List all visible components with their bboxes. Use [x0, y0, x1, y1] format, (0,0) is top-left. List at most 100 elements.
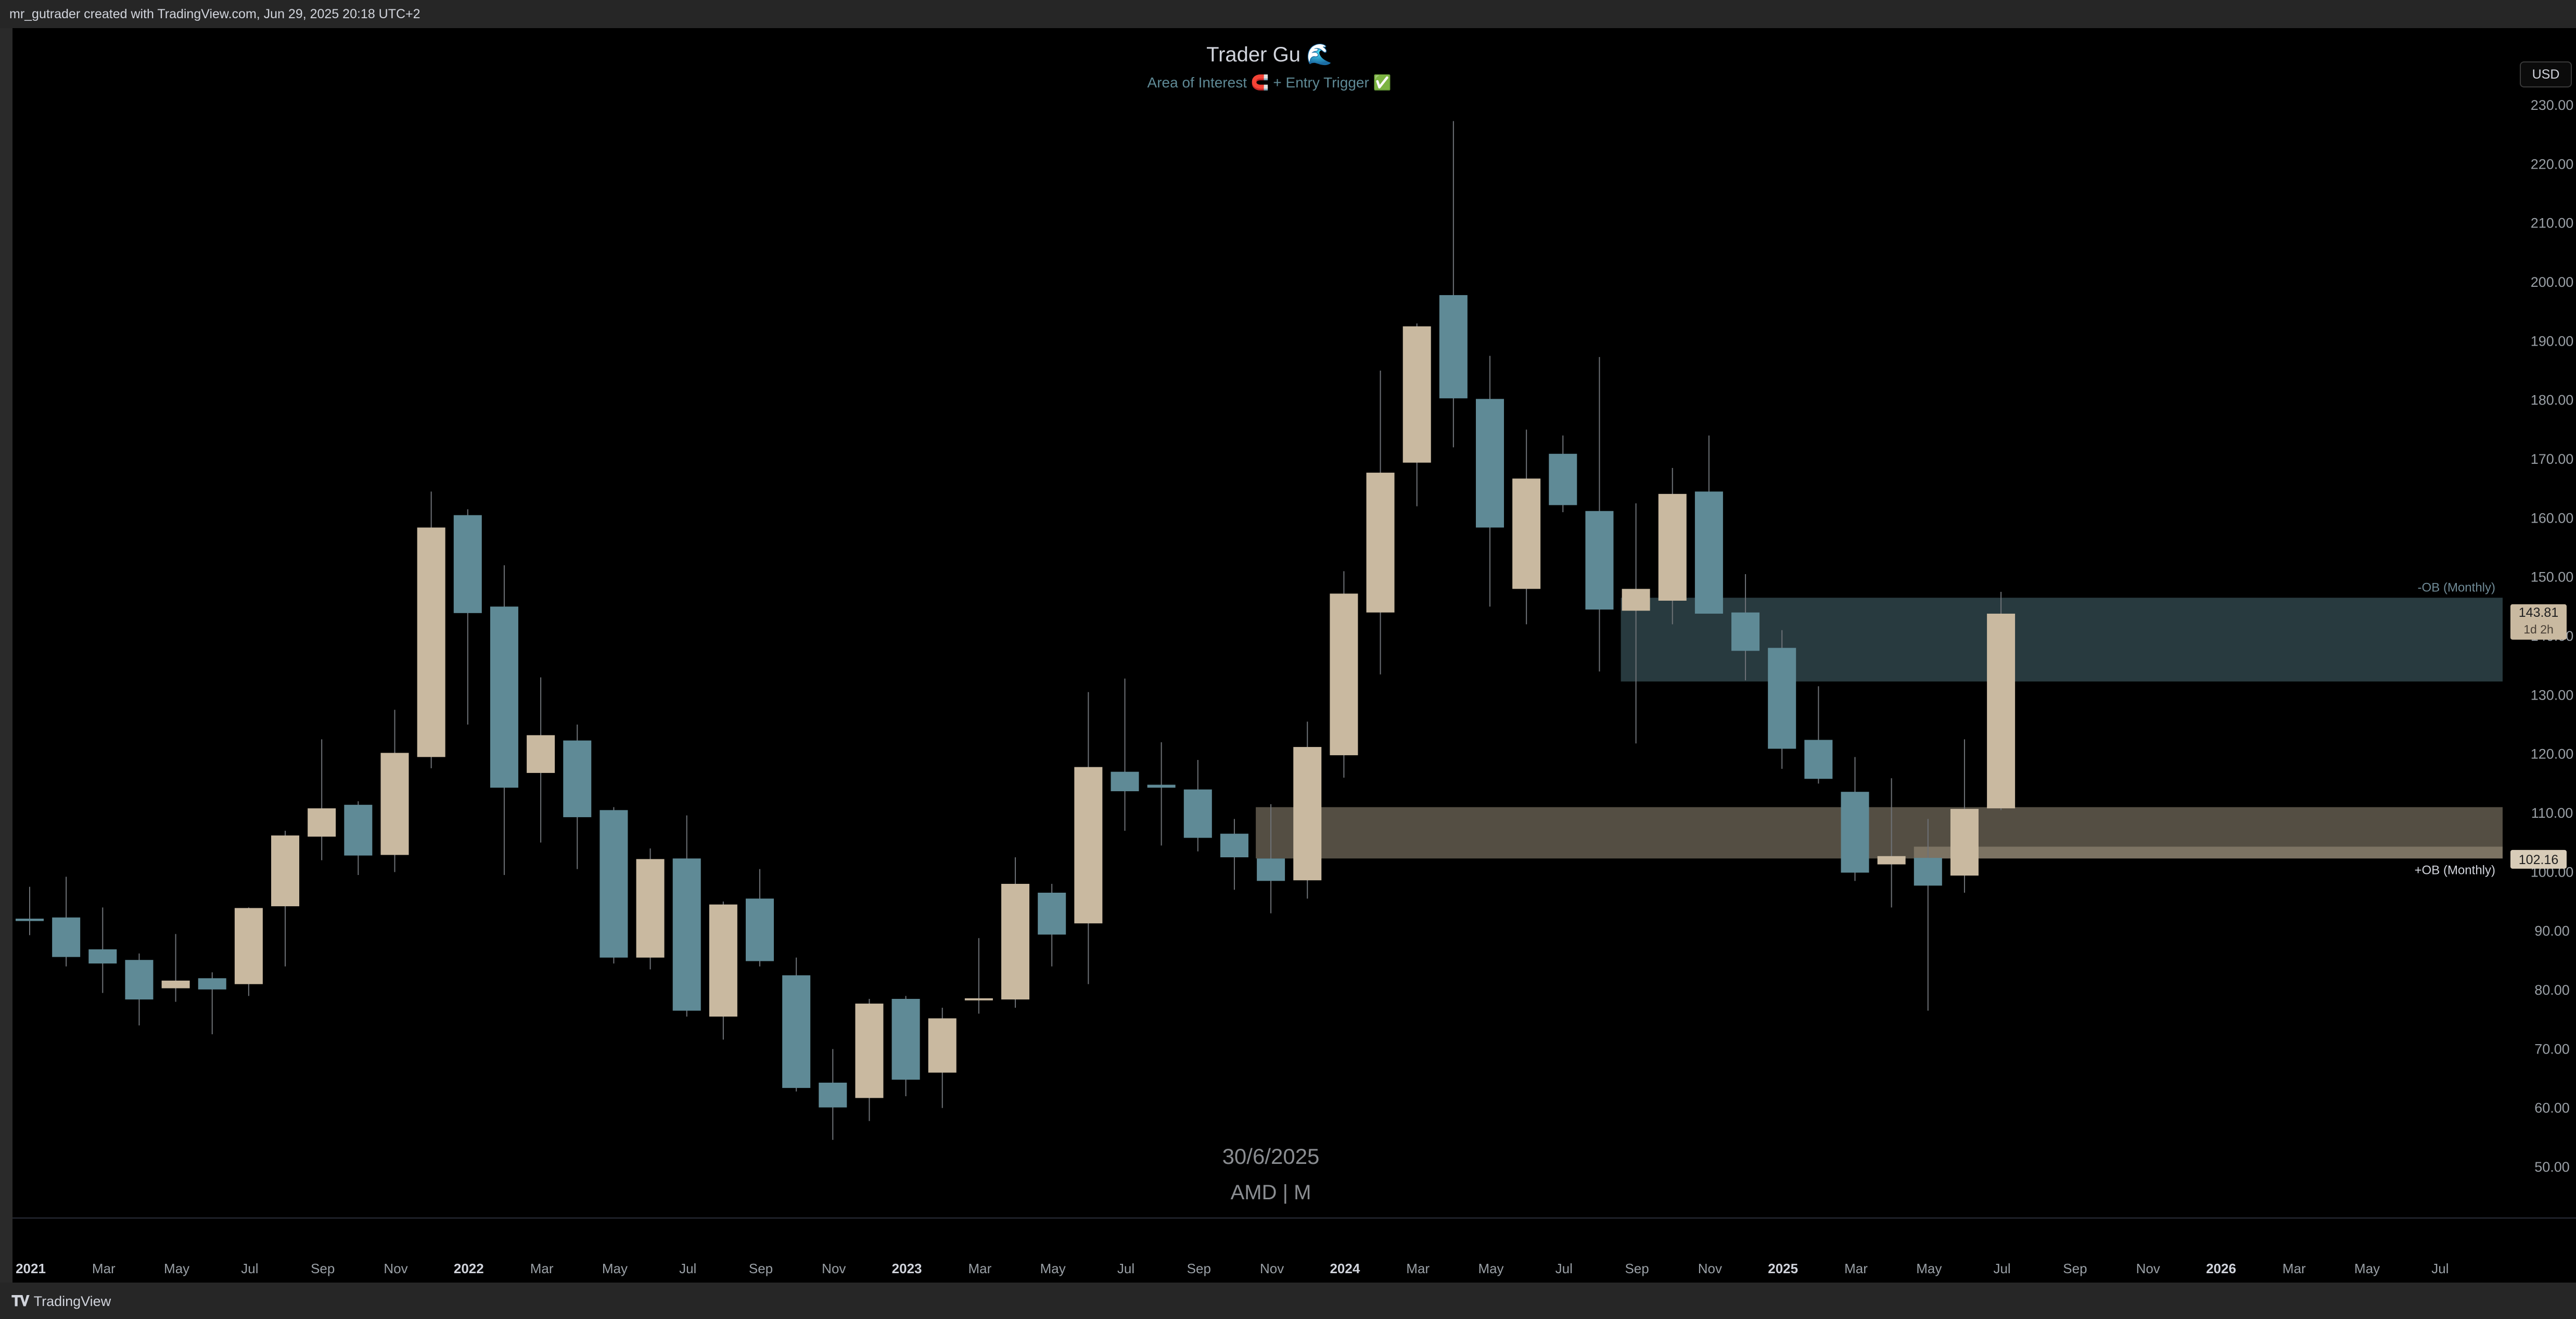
time-tick-label: Nov [1698, 1261, 1722, 1276]
candle-body[interactable] [1147, 784, 1176, 788]
chart-area[interactable]: -OB (Monthly) +OB (Monthly) 50.00 60.00 70.0… [11, 28, 2576, 1283]
price-tick-label: 210.00 [2531, 215, 2574, 231]
candle-body[interactable] [125, 960, 154, 1000]
price-tick-label: 90.00 [2534, 923, 2570, 939]
time-tick-label: Mar [1844, 1261, 1868, 1276]
time-tick-label: Mar [530, 1261, 554, 1276]
candle-body[interactable] [1001, 884, 1030, 1000]
candlestick-chart[interactable]: -OB (Monthly) +OB (Monthly) 50.00 60.00 70.0… [12, 28, 2576, 1283]
candle-body[interactable] [746, 898, 774, 961]
price-tick-label: 120.00 [2531, 746, 2574, 762]
price-tick-label: 230.00 [2531, 97, 2574, 113]
time-tick-label: Jul [2431, 1261, 2449, 1276]
currency-button[interactable]: USD [2520, 61, 2572, 87]
candle-body[interactable] [1402, 326, 1431, 463]
price-tick-label: 130.00 [2531, 687, 2574, 703]
candle-body[interactable] [271, 835, 300, 907]
candle-body[interactable] [234, 908, 263, 984]
candle-body[interactable] [527, 735, 555, 773]
price-tick-label: 160.00 [2531, 510, 2574, 526]
time-tick-label: 2026 [2206, 1261, 2236, 1276]
price-tick-label: 60.00 [2534, 1100, 2570, 1116]
time-tick-label: May [1040, 1261, 1066, 1276]
candle-body[interactable] [490, 606, 518, 788]
time-tick-label: Mar [1406, 1261, 1430, 1276]
candle-body[interactable] [1293, 747, 1322, 881]
price-tick-label: 220.00 [2531, 156, 2574, 172]
time-tick-label: Nov [1260, 1261, 1284, 1276]
candle-body[interactable] [1183, 789, 1212, 838]
candle-body[interactable] [1804, 740, 1833, 779]
order-block-zone[interactable] [1256, 807, 2503, 859]
order-block-zone[interactable] [1621, 598, 2503, 682]
tradingview-logo[interactable]: 𝐓𝐕 TradingView [11, 1291, 111, 1312]
candle-body[interactable] [161, 980, 190, 988]
time-tick-label: May [1916, 1261, 1942, 1276]
candle-body[interactable] [636, 859, 665, 958]
candle-body[interactable] [709, 904, 737, 1017]
candle-body[interactable] [344, 805, 373, 856]
candle-body[interactable] [1950, 809, 1979, 876]
candle-body[interactable] [1512, 478, 1541, 589]
candle-body[interactable] [1694, 491, 1723, 614]
time-tick-label: May [1478, 1261, 1503, 1276]
candle-body[interactable] [453, 515, 482, 613]
candle-body[interactable] [1731, 612, 1760, 651]
candle-body[interactable] [855, 1004, 884, 1098]
candle-countdown: 1d 2h [2523, 623, 2554, 636]
time-tick-label: Nov [2136, 1261, 2160, 1276]
watermark-symbol: AMD | M [1231, 1181, 1311, 1204]
price-tick-label: 190.00 [2531, 333, 2574, 349]
candle-body[interactable] [672, 858, 701, 1011]
candle-body[interactable] [1585, 511, 1614, 610]
candle-body[interactable] [380, 753, 409, 855]
candle-body[interactable] [417, 527, 445, 757]
time-tick-label: Sep [749, 1261, 773, 1276]
candle-body[interactable] [1111, 771, 1139, 792]
candle-body[interactable] [1366, 473, 1395, 613]
chart-subtitle: Area of Interest 🧲 + Entry Trigger ✅ [1147, 74, 1392, 91]
candle-body[interactable] [1257, 858, 1285, 881]
time-tick-label: May [2354, 1261, 2380, 1276]
candle-body[interactable] [1658, 493, 1687, 601]
candle-body[interactable] [308, 808, 336, 837]
time-tick-label: Sep [1625, 1261, 1649, 1276]
candle-body[interactable] [16, 918, 44, 921]
candle-body[interactable] [52, 917, 81, 957]
time-tick-label: Nov [822, 1261, 846, 1276]
candle-body[interactable] [1074, 767, 1103, 923]
candle-body[interactable] [88, 949, 117, 963]
zone-extension [1914, 846, 2503, 859]
candle-body[interactable] [1220, 833, 1248, 857]
candle-body[interactable] [198, 978, 226, 990]
candle-body[interactable] [1622, 589, 1650, 611]
time-tick-label: 2021 [16, 1261, 46, 1276]
candle-body[interactable] [1549, 453, 1577, 505]
candle-body[interactable] [1877, 856, 1906, 865]
candle-body[interactable] [563, 740, 592, 817]
watermark-date: 30/6/2025 [1222, 1144, 1320, 1169]
candle-body[interactable] [1841, 792, 1869, 873]
candle-body[interactable] [600, 810, 628, 958]
time-tick-label: May [164, 1261, 189, 1276]
price-tick-label: 110.00 [2531, 805, 2573, 821]
ob-price-badge [2510, 849, 2567, 869]
candle-body[interactable] [1914, 858, 1942, 886]
current-price-value: 143.81 [2519, 605, 2558, 620]
candle-body[interactable] [819, 1082, 847, 1108]
current-price-badge [2510, 604, 2567, 640]
candle-body[interactable] [1439, 295, 1468, 399]
time-tick-label: Nov [384, 1261, 407, 1276]
candle-body[interactable] [1330, 593, 1358, 755]
candle-body[interactable] [1476, 399, 1504, 528]
price-tick-label: 150.00 [2531, 569, 2574, 585]
candle-body[interactable] [1768, 648, 1796, 749]
candle-body[interactable] [928, 1018, 957, 1073]
candle-body[interactable] [1987, 613, 2016, 808]
price-tick-label: 170.00 [2531, 451, 2574, 467]
ob-price-value: 102.16 [2519, 853, 2558, 867]
candle-body[interactable] [1038, 893, 1066, 935]
candle-body[interactable] [782, 975, 811, 1088]
candle-body[interactable] [891, 999, 920, 1080]
candle-body[interactable] [964, 998, 993, 1000]
